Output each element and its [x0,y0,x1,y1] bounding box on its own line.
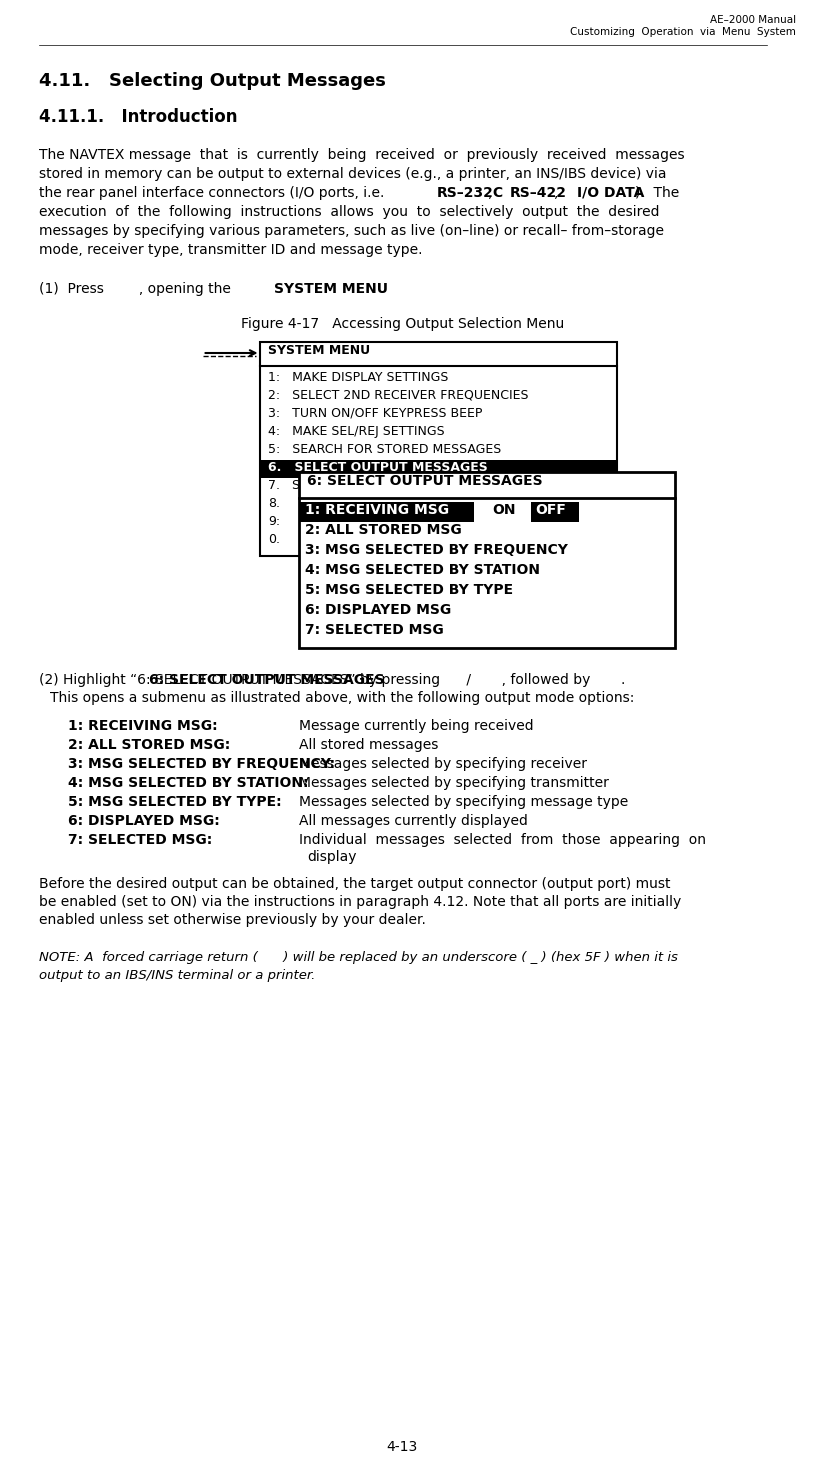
Text: Customizing  Operation  via  Menu  System: Customizing Operation via Menu System [570,26,796,37]
Text: be enabled (set to ON) via the instructions in paragraph 4.12. Note that all por: be enabled (set to ON) via the instructi… [38,896,681,909]
Text: 0.: 0. [268,533,281,546]
Text: Message currently being received: Message currently being received [299,719,534,733]
Text: 3: MSG SELECTED BY FREQUENCY: 3: MSG SELECTED BY FREQUENCY [305,543,568,557]
Text: 2: ALL STORED MSG:: 2: ALL STORED MSG: [68,738,230,752]
Text: 5: MSG SELECTED BY TYPE:: 5: MSG SELECTED BY TYPE: [68,795,281,809]
Text: the rear panel interface connectors (I/O ports, i.e.: the rear panel interface connectors (I/O… [38,186,392,200]
Text: 4.11.   Selecting Output Messages: 4.11. Selecting Output Messages [38,72,386,91]
Text: 6: SELECT OUTPUT MESSAGES: 6: SELECT OUTPUT MESSAGES [149,674,385,687]
Text: 4: MSG SELECTED BY STATION:: 4: MSG SELECTED BY STATION: [68,776,308,790]
Text: 6.   SELECT OUTPUT MESSAGES: 6. SELECT OUTPUT MESSAGES [268,462,488,473]
Text: RS–232C: RS–232C [437,186,504,200]
Text: ,: , [554,186,568,200]
Text: Figure 4-17   Accessing Output Selection Menu: Figure 4-17 Accessing Output Selection M… [240,317,564,332]
Text: The NAVTEX message  that  is  currently  being  received  or  previously  receiv: The NAVTEX message that is currently bei… [38,148,684,162]
Text: 4: MSG SELECTED BY STATION: 4: MSG SELECTED BY STATION [305,562,540,577]
Text: 4:   MAKE SEL/REJ SETTINGS: 4: MAKE SEL/REJ SETTINGS [268,425,445,438]
Text: (2) Highlight “6: SELECT OUTPUT MESSAGES” by pressing      /       , followed by: (2) Highlight “6: SELECT OUTPUT MESSAGES… [38,674,625,687]
Text: 6: DISPLAYED MSG: 6: DISPLAYED MSG [305,603,451,617]
Text: Messages selected by specifying transmitter: Messages selected by specifying transmit… [299,776,609,790]
Text: All messages currently displayed: All messages currently displayed [299,814,528,828]
Bar [300,503,473,522]
Text: OFF: OFF [535,503,566,517]
Text: 2:   SELECT 2ND RECEIVER FREQUENCIES: 2: SELECT 2ND RECEIVER FREQUENCIES [268,389,529,402]
Text: 6: DISPLAYED MSG:: 6: DISPLAYED MSG: [68,814,220,828]
Text: Before the desired output can be obtained, the target output connector (output p: Before the desired output can be obtaine… [38,877,670,891]
Text: NOTE: A  forced carriage return (      ) will be replaced by an underscore ( _ ): NOTE: A forced carriage return ( ) will … [38,951,677,964]
Text: stored in memory can be output to external devices (e.g., a printer, an INS/IBS : stored in memory can be output to extern… [38,167,666,181]
Text: 2: ALL STORED MSG: 2: ALL STORED MSG [305,523,462,538]
Text: 1:   MAKE DISPLAY SETTINGS: 1: MAKE DISPLAY SETTINGS [268,371,448,384]
Text: 4.11.1.   Introduction: 4.11.1. Introduction [38,108,237,126]
Text: I/O DATA: I/O DATA [576,186,644,200]
Text: .: . [356,282,360,297]
Text: ,: , [488,186,501,200]
Text: 7: SELECTED MSG: 7: SELECTED MSG [305,622,443,637]
Text: output to an IBS/INS terminal or a printer.: output to an IBS/INS terminal or a print… [38,969,315,982]
Text: SYSTEM MENU: SYSTEM MENU [268,343,370,356]
Text: ON: ON [492,503,515,517]
Text: RS–422: RS–422 [510,186,567,200]
Text: 5:   SEARCH FOR STORED MESSAGES: 5: SEARCH FOR STORED MESSAGES [268,443,502,456]
Text: 3:   TURN ON/OFF KEYPRESS BEEP: 3: TURN ON/OFF KEYPRESS BEEP [268,408,483,419]
Bar [261,460,616,478]
Text: 5: MSG SELECTED BY TYPE: 5: MSG SELECTED BY TYPE [305,583,513,598]
Bar [261,342,617,557]
Text: 7: SELECTED MSG:: 7: SELECTED MSG: [68,833,212,847]
Bar [299,472,676,649]
Text: 6: SELECT OUTPUT MESSAGES: 6: SELECT OUTPUT MESSAGES [306,473,543,488]
Text: mode, receiver type, transmitter ID and message type.: mode, receiver type, transmitter ID and … [38,243,422,257]
Text: AE–2000 Manual: AE–2000 Manual [710,15,796,25]
Text: execution  of  the  following  instructions  allows  you  to  selectively  outpu: execution of the following instructions … [38,205,659,219]
Text: enabled unless set otherwise previously by your dealer.: enabled unless set otherwise previously … [38,913,426,926]
Bar [530,503,579,522]
Text: (1)  Press        , opening the: (1) Press , opening the [38,282,235,297]
Text: 4-13: 4-13 [387,1441,418,1454]
Text: SYSTEM MENU: SYSTEM MENU [275,282,388,297]
Text: messages by specifying various parameters, such as live (on–line) or recall– fro: messages by specifying various parameter… [38,224,664,238]
Text: 8.: 8. [268,497,281,510]
Text: Messages selected by specifying receiver: Messages selected by specifying receiver [299,757,587,771]
Text: Individual  messages  selected  from  those  appearing  on: Individual messages selected from those … [299,833,706,847]
Text: display: display [306,850,357,863]
Text: This opens a submenu as illustrated above, with the following output mode option: This opens a submenu as illustrated abov… [50,691,635,706]
Text: 7.   SET OUTPUT PORTS: 7. SET OUTPUT PORTS [268,479,416,492]
Text: 1: RECEIVING MSG: 1: RECEIVING MSG [305,503,449,517]
Text: 9:: 9: [268,514,281,527]
Text: 3: MSG SELECTED BY FREQUENCY:: 3: MSG SELECTED BY FREQUENCY: [68,757,335,771]
Text: ).  The: ). The [635,186,680,200]
Text: 1: RECEIVING MSG:: 1: RECEIVING MSG: [68,719,217,733]
Text: Messages selected by specifying message type: Messages selected by specifying message … [299,795,628,809]
Text: All stored messages: All stored messages [299,738,438,752]
